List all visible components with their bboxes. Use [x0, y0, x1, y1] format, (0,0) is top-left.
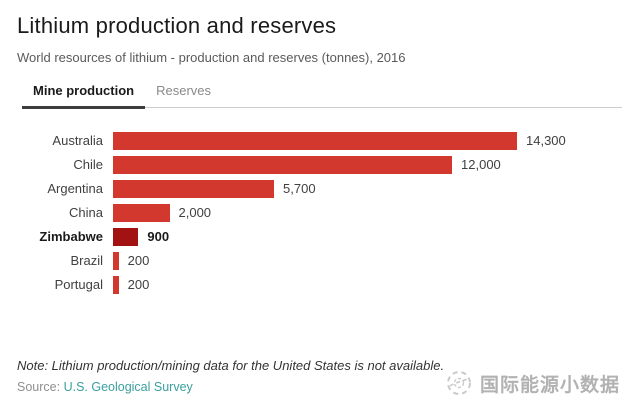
bar-row: Chile 12,000	[17, 153, 617, 177]
bar-track: 200	[113, 251, 583, 270]
bar	[113, 251, 119, 270]
bar-value: 200	[127, 277, 150, 292]
watermark-text: 国际能源小数据	[479, 374, 620, 396]
bar-track: 14,300	[113, 131, 583, 150]
bar-row: China 2,000	[17, 201, 617, 225]
bar	[113, 179, 275, 198]
bar-label: Argentina	[47, 181, 103, 196]
bar	[113, 203, 170, 222]
bar	[113, 131, 517, 150]
bar-track: 5,700	[113, 179, 583, 198]
bar-value: 200	[127, 253, 150, 268]
page-title: Lithium production and reserves	[17, 13, 337, 38]
bar-value: 12,000	[461, 157, 501, 172]
bar	[113, 275, 119, 294]
bar-row: Portugal 200	[17, 273, 617, 297]
bar-track: 900	[113, 227, 583, 246]
bar	[113, 227, 139, 246]
bar-chart: Australia 14,300 Chile 12,000 Argentina 5,700…	[17, 129, 617, 297]
bar	[113, 155, 453, 174]
bar-label: Australia	[52, 133, 103, 148]
bar-label: China	[69, 205, 103, 220]
bar-label: Portugal	[54, 277, 103, 292]
bar-track: 12,000	[113, 155, 583, 174]
bar-row: Argentina 5,700	[17, 177, 617, 201]
tab-mine-production[interactable]: Mine production	[22, 79, 146, 109]
bar-label: Chile	[73, 157, 103, 172]
watermark: 国际能源小数据	[444, 368, 620, 398]
globe-sketch-icon	[446, 371, 471, 395]
tab-reserves[interactable]: Reserves	[156, 82, 212, 98]
bar-value: 2,000	[178, 205, 212, 220]
source-link[interactable]: U.S. Geological Survey	[63, 380, 193, 394]
bar-row: Brazil 200	[17, 249, 617, 273]
bar-row: Australia 14,300	[17, 129, 617, 153]
source-line: Source: U.S. Geological Survey	[17, 380, 193, 394]
chart-note: Note: Lithium production/mining data for…	[17, 358, 445, 373]
bar-value: 5,700	[283, 181, 316, 196]
bar-rows: Australia 14,300 Chile 12,000 Argentina 5,700…	[17, 129, 617, 297]
bar-value: 14,300	[526, 133, 566, 148]
page-subtitle: World resources of lithium - production …	[17, 49, 406, 65]
tab-bar: Mine production Reserves	[22, 79, 622, 109]
bar-track: 2,000	[113, 203, 583, 222]
bar-track: 200	[113, 275, 583, 294]
bar-label: Zimbabwe	[39, 229, 103, 244]
bar-row: Zimbabwe 900	[17, 225, 617, 249]
bar-value: 900	[147, 229, 170, 244]
source-prefix: Source:	[17, 380, 64, 394]
bar-label: Brazil	[70, 253, 103, 268]
